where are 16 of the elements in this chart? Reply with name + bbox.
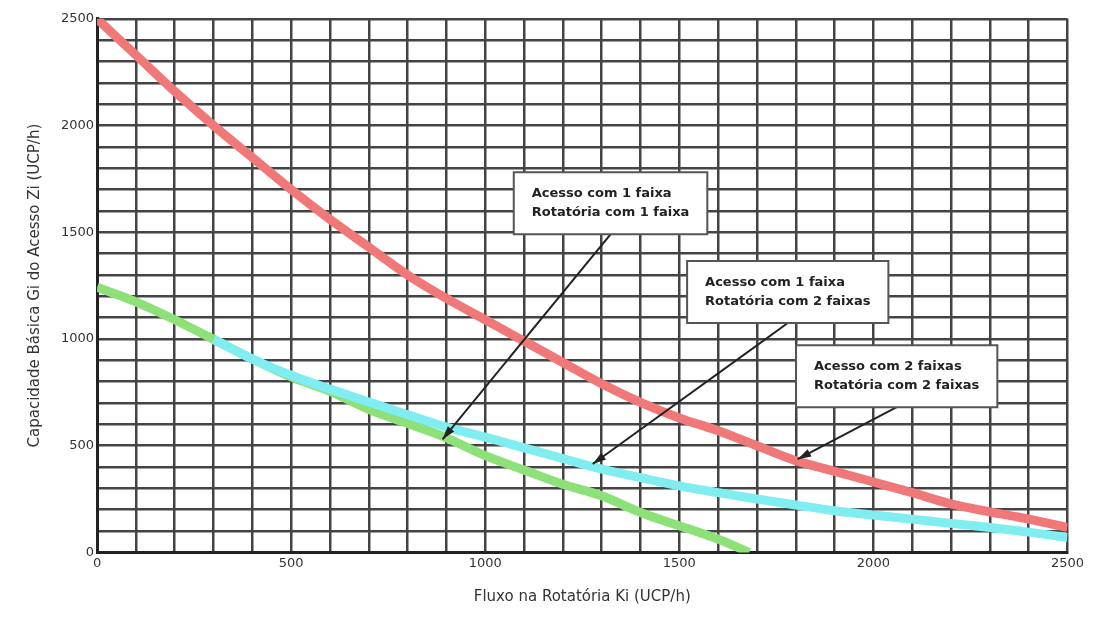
x-axis-title: Fluxo na Rotatória Ki (UCP/h) xyxy=(473,586,691,605)
y-axis-title: Capacidade Básica Gi do Acesso Zi (UCP/h) xyxy=(24,123,43,448)
annotation: Acesso com 1 faixa Rotatória com 1 faixa xyxy=(531,185,690,220)
y-tick-label: 0 xyxy=(85,543,95,559)
annotation: Acesso com 2 faixas Rotatória com 2 faixas xyxy=(814,358,980,392)
y-tick-label: 1000 xyxy=(60,330,95,346)
y-tick-label: 1500 xyxy=(60,223,95,239)
annotation: Acesso com 1 faixa Rotatória com 2 faixas xyxy=(705,273,871,308)
x-tick-label: 500 xyxy=(278,554,304,570)
y-tick-label: 500 xyxy=(69,437,95,453)
x-tick-label: 1000 xyxy=(468,554,502,570)
y-tick-label: 2000 xyxy=(60,116,95,132)
x-tick-label: 2500 xyxy=(1050,554,1084,570)
x-tick-label: 2000 xyxy=(856,554,890,570)
y-tick-label: 2500 xyxy=(60,10,95,26)
x-tick-label: 1500 xyxy=(662,554,696,570)
